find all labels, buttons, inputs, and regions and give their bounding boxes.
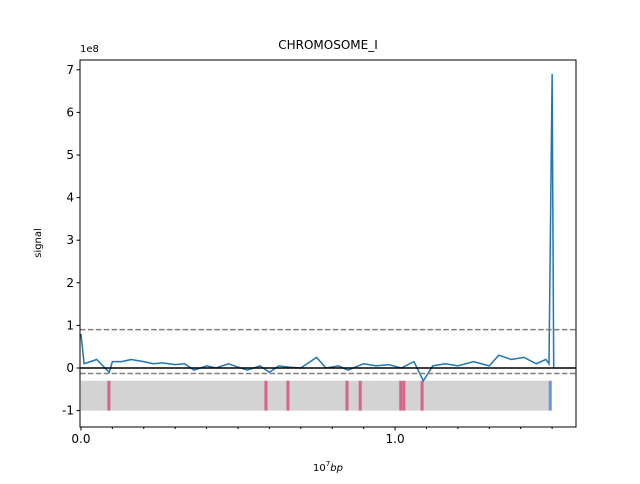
y-tick-label: 2 — [66, 276, 74, 290]
feature — [402, 380, 406, 411]
chart-title: CHROMOSOME_I — [278, 38, 378, 52]
feature — [358, 380, 362, 411]
y-offset: 1e8 — [80, 44, 99, 55]
x-label-base: 10 — [313, 463, 326, 474]
plot-frame — [79, 59, 577, 428]
feature — [420, 380, 424, 411]
y-tick-label: 3 — [66, 233, 74, 247]
y-tick-label: 0 — [66, 361, 74, 375]
y-tick-label: 6 — [66, 105, 74, 119]
x-tick-label: 0.0 — [71, 432, 90, 446]
feature — [107, 380, 111, 411]
x-label-unit: bp — [330, 463, 343, 474]
y-tick-label: 7 — [66, 63, 74, 77]
feature — [286, 380, 290, 411]
feature — [345, 380, 349, 411]
x-label: 107bp — [313, 460, 343, 474]
y-label: signal — [33, 228, 44, 258]
y-tick-label: -1 — [62, 404, 74, 418]
feature — [548, 380, 552, 411]
y-tick-label: 5 — [66, 148, 74, 162]
x-tick-label: 1.0 — [386, 432, 405, 446]
x-label-exp: 7 — [326, 460, 330, 468]
feature — [399, 380, 403, 411]
feature — [264, 380, 268, 411]
track-band — [80, 380, 549, 411]
y-tick-label: 1 — [66, 318, 74, 332]
y-tick-label: 4 — [66, 191, 74, 205]
series-line — [80, 74, 555, 383]
